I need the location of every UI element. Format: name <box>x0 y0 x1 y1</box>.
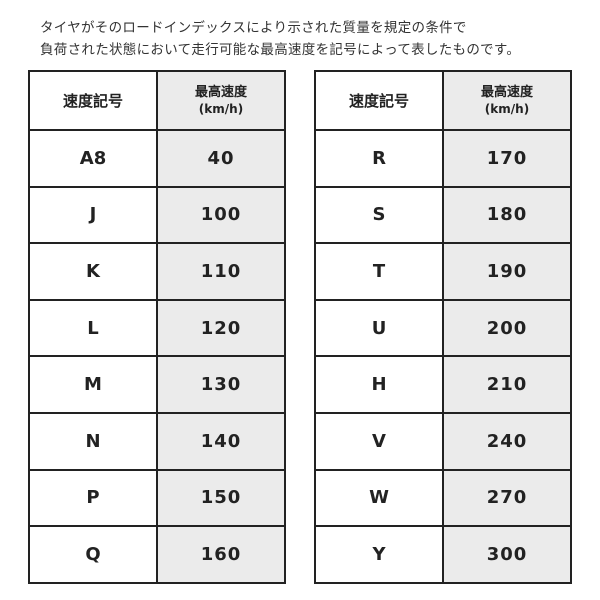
speed-cell: 150 <box>156 468 286 528</box>
speed-cell: 170 <box>442 129 572 188</box>
table-row: P 150 <box>28 468 286 528</box>
symbol-cell: N <box>28 411 158 471</box>
symbol-cell: A8 <box>28 129 158 188</box>
symbol-cell: J <box>28 185 158 245</box>
symbol-cell: T <box>314 242 444 301</box>
header-unit: (km/h) <box>484 101 530 116</box>
symbol-cell: Q <box>28 525 158 584</box>
symbol-cell: P <box>28 468 158 528</box>
speed-table-left: 速度記号 最高速度 (km/h) A8 40 J 100 K 110 L 120 M 130 N 140… <box>28 70 286 584</box>
table-row: J 100 <box>28 185 286 245</box>
symbol-cell: R <box>314 129 444 188</box>
symbol-cell: M <box>28 355 158 414</box>
speed-cell: 120 <box>156 298 286 358</box>
table-row: K 110 <box>28 242 286 301</box>
table-row: S 180 <box>314 185 572 245</box>
header-symbol: 速度記号 <box>28 70 158 131</box>
symbol-cell: W <box>314 468 444 528</box>
speed-table-right: 速度記号 最高速度 (km/h) R 170 S 180 T 190 U 200 H 210 V 240… <box>314 70 572 584</box>
intro-text: タイヤがそのロードインデックスにより示された質量を規定の条件で 負荷された状態に… <box>40 17 520 61</box>
intro-line: タイヤがそのロードインデックスにより示された質量を規定の条件で <box>40 20 467 36</box>
speed-cell: 110 <box>156 242 286 301</box>
table-row: T 190 <box>314 242 572 301</box>
table-row: A8 40 <box>28 129 286 188</box>
table-row: L 120 <box>28 298 286 358</box>
speed-cell: 210 <box>442 355 572 414</box>
intro-line: 負荷された状態において走行可能な最高速度を記号によって表したものです。 <box>40 42 521 58</box>
table-row: H 210 <box>314 355 572 414</box>
symbol-cell: K <box>28 242 158 301</box>
table-row: M 130 <box>28 355 286 414</box>
symbol-cell: Y <box>314 525 444 584</box>
table-row: N 140 <box>28 411 286 471</box>
header-unit: (km/h) <box>198 101 244 116</box>
table-row: U 200 <box>314 298 572 358</box>
symbol-cell: U <box>314 298 444 358</box>
symbol-cell: S <box>314 185 444 245</box>
symbol-cell: L <box>28 298 158 358</box>
table-row: Q 160 <box>28 525 286 584</box>
table-row: V 240 <box>314 411 572 471</box>
table-row: R 170 <box>314 129 572 188</box>
speed-cell: 270 <box>442 468 572 528</box>
speed-cell: 200 <box>442 298 572 358</box>
speed-cell: 180 <box>442 185 572 245</box>
symbol-cell: H <box>314 355 444 414</box>
header-speed: 最高速度 (km/h) <box>442 70 572 131</box>
header-speed-label: 最高速度 <box>194 84 247 100</box>
speed-cell: 100 <box>156 185 286 245</box>
table-row: W 270 <box>314 468 572 528</box>
speed-cell: 160 <box>156 525 286 584</box>
header-symbol: 速度記号 <box>314 70 444 131</box>
speed-cell: 140 <box>156 411 286 471</box>
speed-cell: 40 <box>156 129 286 188</box>
speed-cell: 240 <box>442 411 572 471</box>
speed-cell: 130 <box>156 355 286 414</box>
symbol-cell: V <box>314 411 444 471</box>
speed-cell: 190 <box>442 242 572 301</box>
header-speed-label: 最高速度 <box>480 84 533 100</box>
header-speed: 最高速度 (km/h) <box>156 70 286 131</box>
speed-cell: 300 <box>442 525 572 584</box>
table-row: Y 300 <box>314 525 572 584</box>
